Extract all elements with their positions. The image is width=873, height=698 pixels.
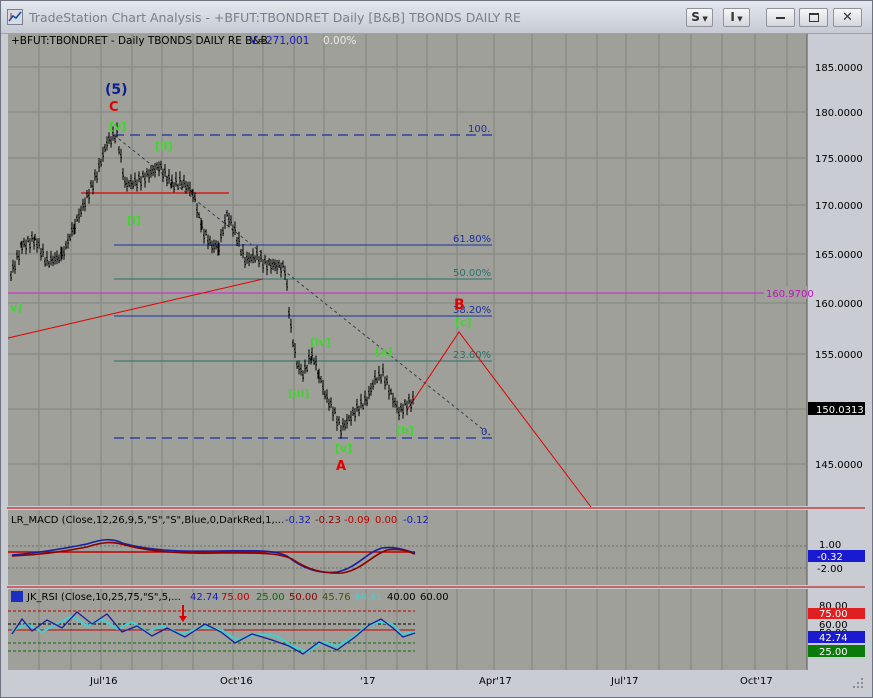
style-i-label: I bbox=[730, 10, 735, 24]
price-tick: 185.0000 bbox=[815, 63, 863, 74]
rsi-value: 40.00 bbox=[387, 592, 416, 603]
rsi-axis-tick: 60.00 bbox=[819, 620, 848, 631]
rsi-value: 75.00 bbox=[221, 592, 250, 603]
wave-label: C bbox=[109, 100, 119, 115]
rsi-indicator-icon bbox=[11, 591, 23, 602]
wave-label: [v] bbox=[335, 442, 352, 455]
price-tick: 155.0000 bbox=[815, 350, 863, 361]
close-button[interactable]: ✕ bbox=[833, 8, 862, 27]
restore-button[interactable] bbox=[799, 8, 828, 27]
rsi-axis-tick: 42.74 bbox=[819, 633, 848, 644]
date-tick: Oct'16 bbox=[220, 676, 253, 687]
horizontal-grid bbox=[8, 66, 807, 465]
fib-label: 61.80% bbox=[453, 234, 491, 245]
date-axis: Jul'16 Oct'16 '17 Apr'17 Jul'17 Oct'17 bbox=[89, 676, 773, 687]
fibonacci-retracement[interactable]: 100. 61.80% 50.00% 38.20% 23.60% 0. bbox=[114, 124, 492, 439]
chevron-down-icon: ▼ bbox=[734, 15, 743, 23]
dashed-trendline[interactable] bbox=[113, 134, 491, 436]
rsi-value: 60.00 bbox=[420, 592, 449, 603]
date-tick: Jul'16 bbox=[89, 676, 118, 687]
macd-axis-tick: 1.00 bbox=[819, 540, 841, 551]
date-tick: Apr'17 bbox=[479, 676, 512, 687]
wave-label: (5) bbox=[105, 82, 128, 98]
wave-label: [b] bbox=[396, 424, 414, 437]
rsi-box-current bbox=[808, 631, 865, 643]
vertical-grid bbox=[38, 34, 788, 670]
wave-label: [ii] bbox=[155, 140, 173, 153]
style-s-label: S bbox=[691, 10, 700, 24]
macd-axis-tick: -2.00 bbox=[817, 564, 843, 575]
last-price-label: 150.0313 bbox=[816, 405, 864, 416]
rsi-plot[interactable] bbox=[8, 605, 416, 655]
price-bars[interactable] bbox=[10, 122, 414, 439]
style-s-button[interactable]: S ▼ bbox=[686, 8, 713, 27]
date-tick: Oct'17 bbox=[740, 676, 773, 687]
red-trendline[interactable] bbox=[7, 278, 264, 339]
window-title: TradeStation Chart Analysis - +BFUT:TBON… bbox=[29, 10, 521, 25]
rsi-value: 45.76 bbox=[322, 592, 351, 603]
price-tick: 165.0000 bbox=[815, 250, 863, 261]
price-pane[interactable] bbox=[8, 34, 807, 506]
macd-last-label: -0.32 bbox=[817, 552, 843, 563]
wave-label: [iv] bbox=[310, 336, 331, 349]
wave-label: [v] bbox=[109, 120, 126, 133]
fib-label: 23.60% bbox=[453, 350, 491, 361]
volume-label: V=271,001 bbox=[250, 35, 309, 47]
fib-label: 100. bbox=[468, 124, 490, 135]
rsi-axis-tick: 75.00 bbox=[819, 609, 848, 620]
macd-value: 0.00 bbox=[375, 515, 397, 526]
rsi-value: 50.00 bbox=[289, 592, 318, 603]
wave-label: [c] bbox=[455, 316, 472, 329]
macd-value: -0.23 bbox=[315, 515, 341, 526]
rsi-box-25 bbox=[808, 645, 865, 657]
price-tick: 175.0000 bbox=[815, 154, 863, 165]
rsi-axis-tick: 80.00 bbox=[819, 601, 848, 612]
date-tick: '17 bbox=[360, 676, 375, 687]
price-axis: 185.0000 180.0000 175.0000 170.0000 165.… bbox=[815, 63, 863, 471]
rsi-value: 48.41 bbox=[354, 592, 383, 603]
price-tick: 160.0000 bbox=[815, 299, 863, 310]
fib-label: 38.20% bbox=[453, 305, 491, 316]
rsi-box-75 bbox=[808, 608, 865, 619]
horizontal-line-label: 160.9700 bbox=[766, 289, 814, 300]
symbol-label: +BFUT:TBONDRET - Daily TBONDS DAILY RE B… bbox=[11, 35, 268, 47]
elliott-wave-labels: (5) C [v] [ii] [i] [iv] [iii] [v] A [a] … bbox=[10, 82, 472, 474]
wave-label: v] bbox=[10, 301, 22, 314]
restore-icon bbox=[808, 13, 819, 22]
rsi-value: 25.00 bbox=[256, 592, 285, 603]
wave-label: B bbox=[454, 297, 465, 313]
minimize-icon bbox=[776, 16, 785, 19]
macd-value: -0.09 bbox=[344, 515, 370, 526]
fib-label: 0. bbox=[481, 427, 491, 438]
macd-value: -0.32 bbox=[285, 515, 311, 526]
wave-label: [i] bbox=[127, 214, 141, 227]
tradestation-app-icon bbox=[7, 9, 23, 25]
wave-label: [iii] bbox=[288, 387, 309, 400]
close-icon: ✕ bbox=[842, 10, 853, 25]
fib-label: 50.00% bbox=[453, 268, 491, 279]
rsi-value: 42.74 bbox=[190, 592, 219, 603]
wave-label: [a] bbox=[375, 345, 392, 358]
chart-area[interactable]: 185.0000 180.0000 175.0000 170.0000 165.… bbox=[7, 34, 865, 694]
change-label: 0.00% bbox=[323, 35, 356, 47]
projection-path[interactable] bbox=[406, 331, 592, 508]
macd-title: LR_MACD (Close,12,26,9,5,"S","S",Blue,0,… bbox=[11, 515, 284, 526]
last-price-box bbox=[808, 402, 865, 415]
macd-last-box bbox=[808, 550, 865, 562]
minimize-button[interactable] bbox=[766, 8, 795, 27]
style-i-button[interactable]: I ▼ bbox=[723, 8, 750, 27]
resize-grip-icon[interactable] bbox=[853, 678, 863, 688]
macd-plot[interactable] bbox=[8, 538, 807, 574]
wave-label: A bbox=[336, 459, 346, 474]
rsi-axis-tick: 25.00 bbox=[819, 647, 848, 658]
title-bar[interactable]: TradeStation Chart Analysis - +BFUT:TBON… bbox=[1, 1, 872, 34]
price-tick: 145.0000 bbox=[815, 460, 863, 471]
chevron-down-icon: ▼ bbox=[699, 15, 708, 23]
price-tick: 170.0000 bbox=[815, 201, 863, 212]
macd-value: -0.12 bbox=[403, 515, 429, 526]
date-tick: Jul'17 bbox=[610, 676, 639, 687]
price-tick: 180.0000 bbox=[815, 108, 863, 119]
rsi-title: JK_RSI (Close,10,25,75,"S",5,... bbox=[26, 592, 181, 603]
